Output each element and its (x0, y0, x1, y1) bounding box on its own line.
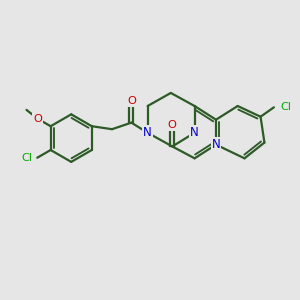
Text: O: O (168, 120, 177, 130)
Text: O: O (127, 96, 136, 106)
Text: N: N (143, 126, 152, 139)
Text: Cl: Cl (280, 102, 292, 112)
Text: Cl: Cl (22, 153, 33, 163)
Text: N: N (190, 126, 199, 139)
Text: O: O (33, 114, 42, 124)
Text: N: N (212, 138, 220, 151)
